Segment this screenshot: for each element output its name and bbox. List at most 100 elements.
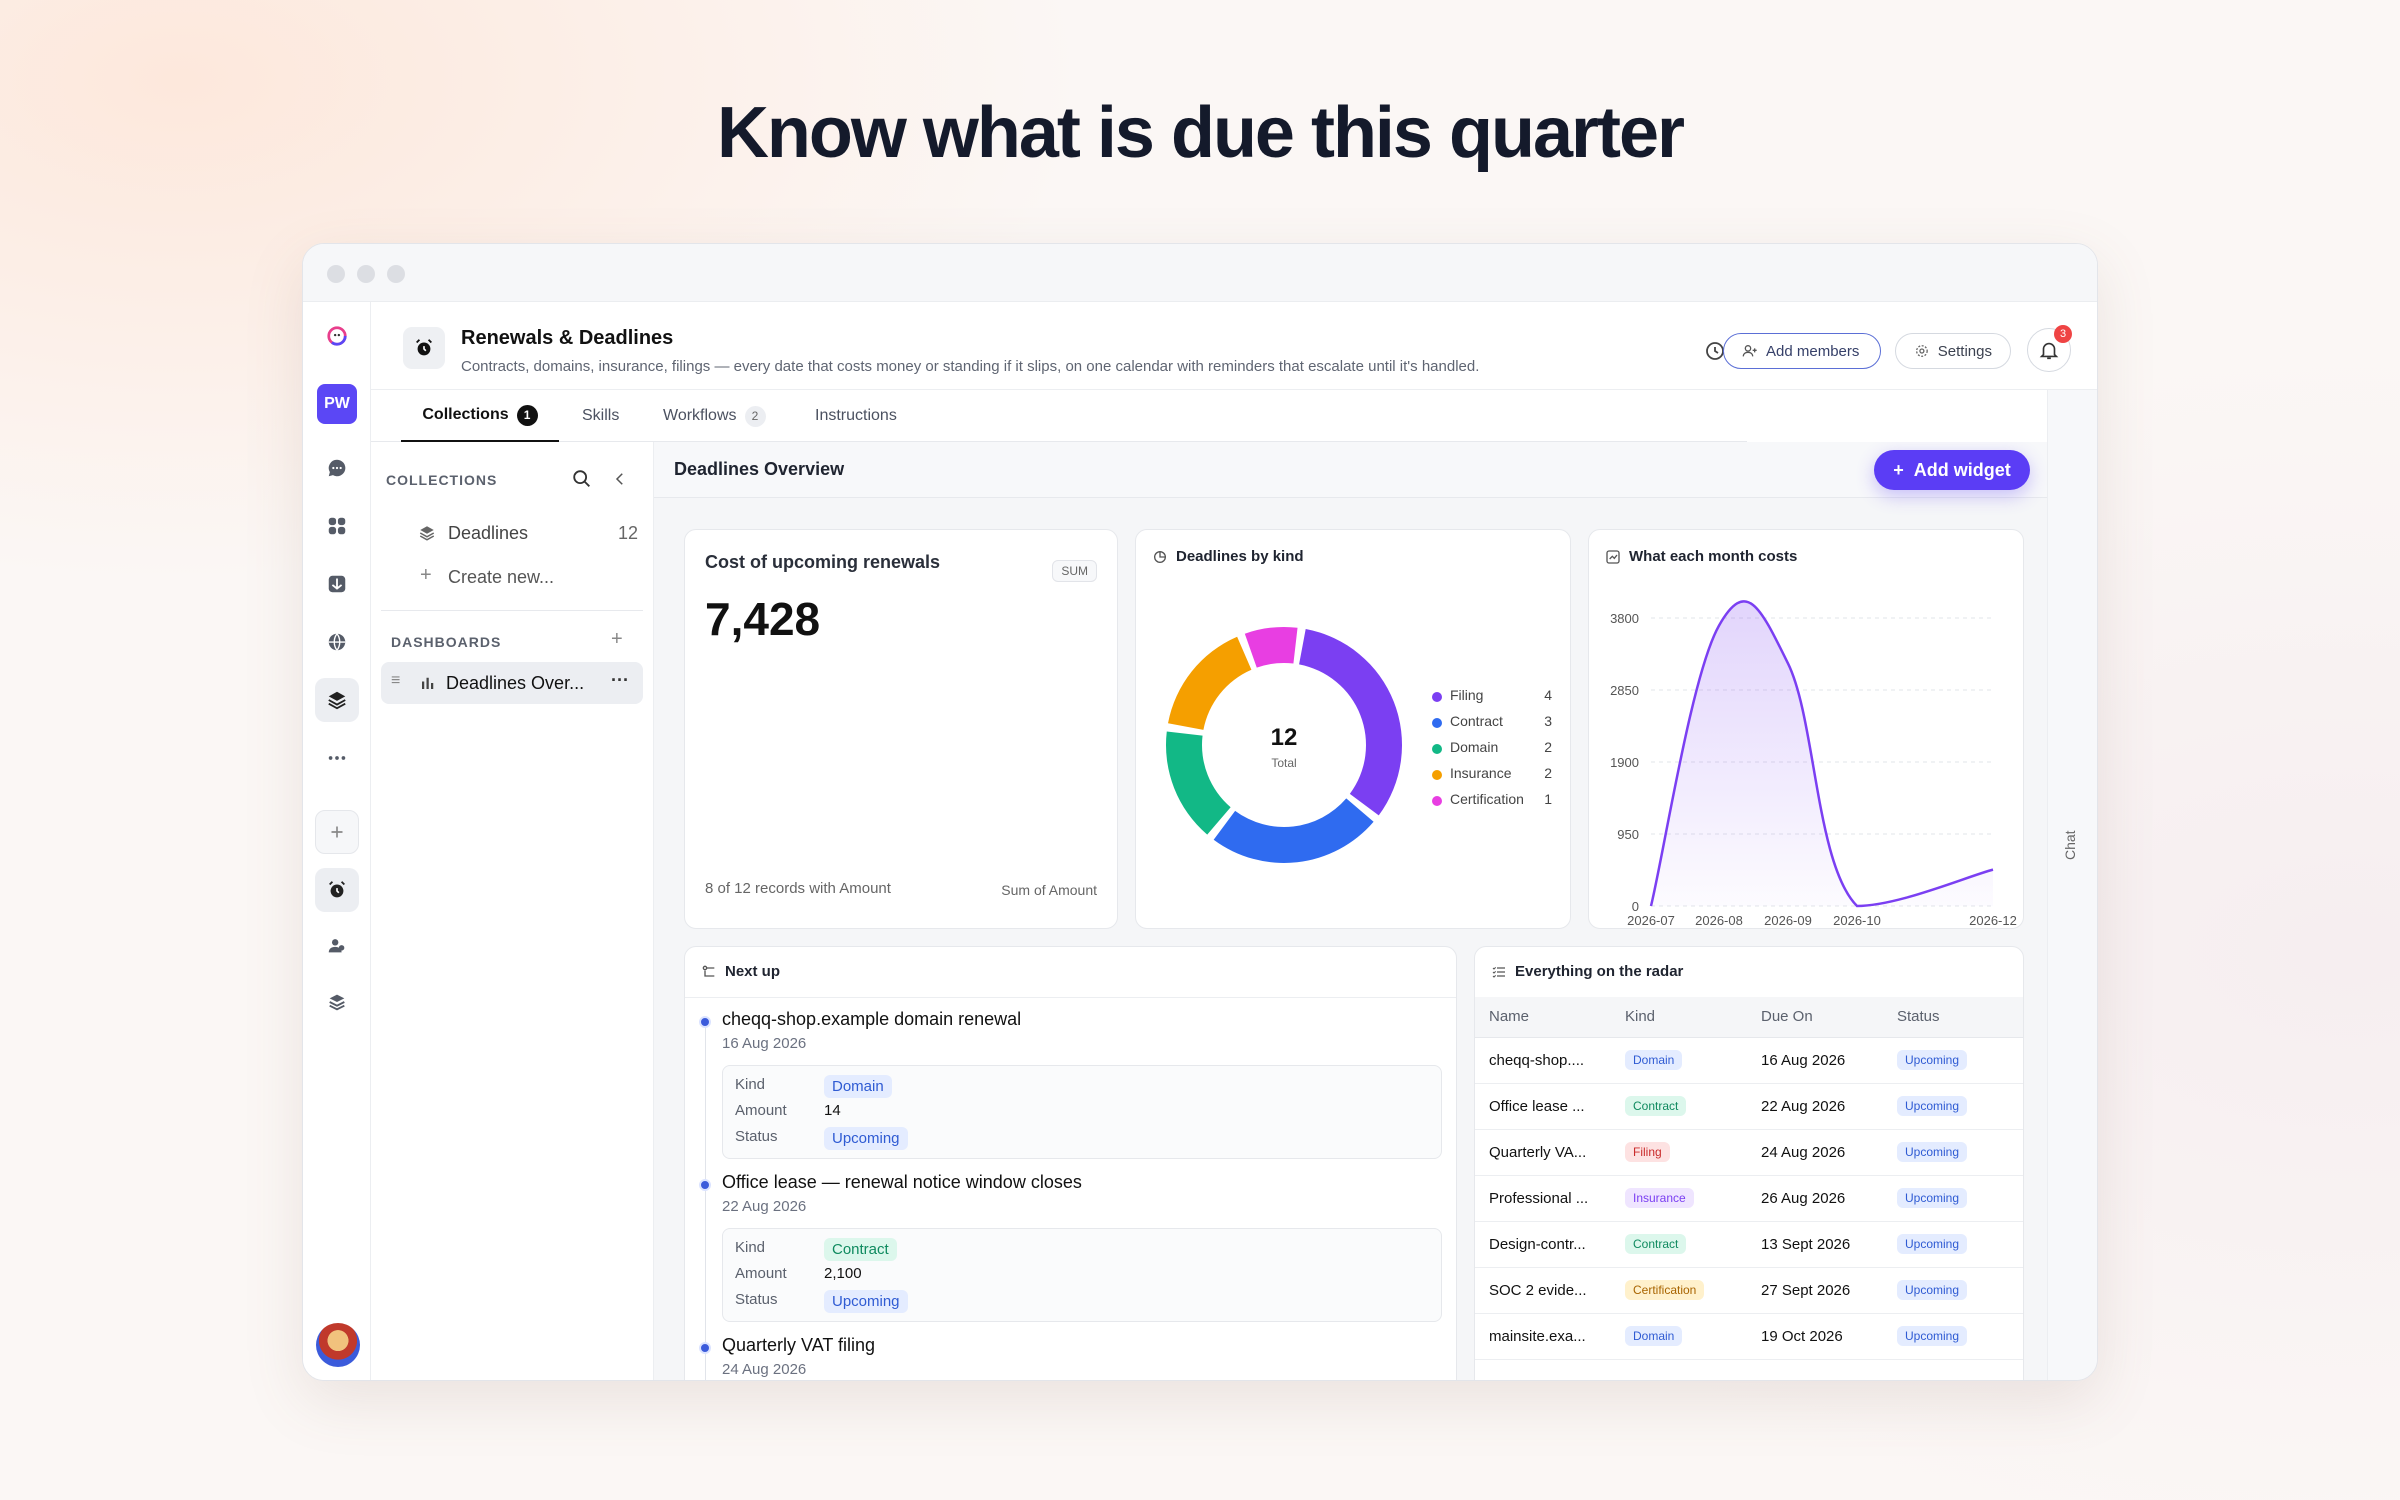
series-line[interactable]: [1649, 600, 1994, 908]
donut-slice-domain[interactable]: [1166, 731, 1231, 835]
chat-sidebar-toggle[interactable]: Chat: [2047, 390, 2097, 1380]
x-tick-label: 2026-09: [1764, 913, 1812, 928]
create-collection-button[interactable]: + Create new...: [386, 558, 638, 594]
user-avatar[interactable]: [316, 1323, 360, 1367]
plus-icon: +: [1893, 459, 1904, 480]
metric-card: Cost of upcoming renewals SUM 7,428 8 of…: [684, 529, 1118, 929]
table-row[interactable]: Quarterly VA... Filing 24 Aug 2026 Upcom…: [1475, 1129, 2023, 1176]
donut-slice-filing[interactable]: [1299, 629, 1402, 816]
drag-handle-icon[interactable]: ≡: [391, 672, 401, 689]
more-icon[interactable]: [315, 736, 359, 780]
window-maximize-dot[interactable]: [387, 265, 405, 283]
table-header-row: Name Kind Due On Status: [1475, 997, 2023, 1038]
alarm-clock-icon[interactable]: [315, 868, 359, 912]
column-header[interactable]: Status: [1883, 997, 2023, 1038]
collection-item-deadlines[interactable]: Deadlines 12: [386, 514, 638, 550]
window-close-dot[interactable]: [327, 265, 345, 283]
legend-item[interactable]: Insurance 2: [1432, 765, 1552, 791]
add-members-button[interactable]: Add members: [1723, 333, 1881, 369]
page-headline: Know what is due this quarter: [716, 93, 1685, 173]
more-options-icon[interactable]: ···: [611, 670, 629, 690]
legend-label: Domain: [1450, 739, 1499, 755]
chevron-left-icon[interactable]: [611, 470, 629, 488]
dashboard-item[interactable]: ≡ Deadlines Over... ···: [381, 662, 643, 704]
tab-label: Skills: [582, 407, 620, 424]
settings-button[interactable]: Settings: [1895, 333, 2011, 369]
area-fill: [1651, 601, 1993, 906]
table-row[interactable]: mainsite.exa... Domain 19 Oct 2026 Upcom…: [1475, 1313, 2023, 1360]
legend-value: 1: [1544, 791, 1552, 807]
tab-skills[interactable]: Skills: [582, 390, 619, 442]
legend-swatch: [1432, 718, 1442, 728]
legend-label: Filing: [1450, 687, 1484, 703]
table-row[interactable]: Professional ... Insurance 26 Aug 2026 U…: [1475, 1175, 2023, 1222]
status-badge: Upcoming: [1897, 1280, 1968, 1300]
metric-aggregate-label: Sum of Amount: [1001, 882, 1097, 898]
donut-slice-certification[interactable]: [1244, 627, 1298, 668]
user-group-icon[interactable]: [315, 924, 359, 968]
donut-slice-contract[interactable]: [1213, 798, 1374, 863]
table-row[interactable]: cheqq-shop.... Domain 16 Aug 2026 Upcomi…: [1475, 1037, 2023, 1084]
radar-title-row: Everything on the radar: [1491, 963, 1683, 980]
due-on-cell: 16 Aug 2026: [1747, 1037, 1883, 1084]
column-header[interactable]: Name: [1475, 997, 1611, 1038]
workspace-avatar[interactable]: PW: [317, 384, 357, 424]
search-icon[interactable]: [571, 468, 593, 490]
legend-item[interactable]: Contract 3: [1432, 713, 1552, 739]
legend-item[interactable]: Certification 1: [1432, 791, 1552, 817]
divider: [381, 610, 643, 611]
next-up-card: Next up cheqq-shop.example domain renewa…: [684, 946, 1457, 1380]
tab-label: Collections: [422, 406, 509, 423]
notifications-button[interactable]: 3: [2027, 325, 2072, 372]
tab-workflows[interactable]: Workflows 2: [663, 390, 766, 442]
apps-grid-icon[interactable]: [315, 504, 359, 548]
y-tick-label: 950: [1617, 827, 1639, 842]
globe-icon[interactable]: [315, 620, 359, 664]
tab-collections[interactable]: Collections 1: [401, 390, 559, 442]
legend-item[interactable]: Domain 2: [1432, 739, 1552, 765]
legend-item[interactable]: Filing 4: [1432, 687, 1552, 713]
chat-bubble-icon[interactable]: [315, 446, 359, 490]
name-cell: Professional ...: [1475, 1175, 1611, 1222]
app-window: PW Renewals & Deadlines Contracts, domai…: [302, 243, 2098, 1381]
kind-badge: Domain: [824, 1075, 892, 1098]
status-cell: Upcoming: [1883, 1313, 2023, 1360]
table-row[interactable]: Office lease ... Contract 22 Aug 2026 Up…: [1475, 1083, 2023, 1130]
column-header[interactable]: Due On: [1747, 997, 1883, 1038]
timeline-item-date: 22 Aug 2026: [722, 1198, 807, 1215]
icon-rail: PW: [303, 302, 371, 1380]
table-row[interactable]: SOC 2 evide... Certification 27 Sept 202…: [1475, 1267, 2023, 1314]
column-header[interactable]: Kind: [1611, 997, 1747, 1038]
notification-count-badge: 3: [2054, 325, 2072, 343]
table-row[interactable]: Design-contr... Contract 13 Sept 2026 Up…: [1475, 1221, 2023, 1268]
line-chart-icon: [1606, 549, 1620, 564]
layers-icon: [419, 526, 435, 541]
layers-icon[interactable]: [315, 678, 359, 722]
kind-badge: Insurance: [1625, 1188, 1694, 1208]
due-on-cell: 27 Sept 2026: [1747, 1267, 1883, 1314]
amount-value: 2,100: [824, 1265, 862, 1282]
kind-label: Kind: [735, 1239, 766, 1256]
tab-count-badge: 1: [516, 404, 538, 426]
radar-table-card: Everything on the radar Name Kind Due On…: [1474, 946, 2024, 1380]
y-tick-label: 0: [1632, 899, 1639, 914]
add-dashboard-icon[interactable]: +: [611, 628, 623, 650]
window-minimize-dot[interactable]: [357, 265, 375, 283]
status-cell: Upcoming: [1883, 1221, 2023, 1268]
timeline-item-date: 24 Aug 2026: [722, 1361, 807, 1378]
legend-swatch: [1432, 796, 1442, 806]
timeline-icon: [702, 965, 715, 977]
radar-title: Everything on the radar: [1515, 963, 1684, 980]
inbox-icon[interactable]: [315, 562, 359, 606]
user-plus-icon: [1742, 345, 1757, 357]
add-space-icon[interactable]: [315, 810, 359, 854]
legend-label: Insurance: [1450, 765, 1512, 781]
app-logo-icon[interactable]: [315, 314, 359, 358]
stack-icon[interactable]: [315, 980, 359, 1024]
donut-slice-insurance[interactable]: [1168, 636, 1252, 730]
add-widget-button[interactable]: + Add widget: [1874, 450, 2030, 490]
plus-icon: +: [420, 564, 432, 586]
tab-instructions[interactable]: Instructions: [815, 390, 897, 442]
legend-swatch: [1432, 744, 1442, 754]
kind-label: Kind: [735, 1076, 766, 1093]
